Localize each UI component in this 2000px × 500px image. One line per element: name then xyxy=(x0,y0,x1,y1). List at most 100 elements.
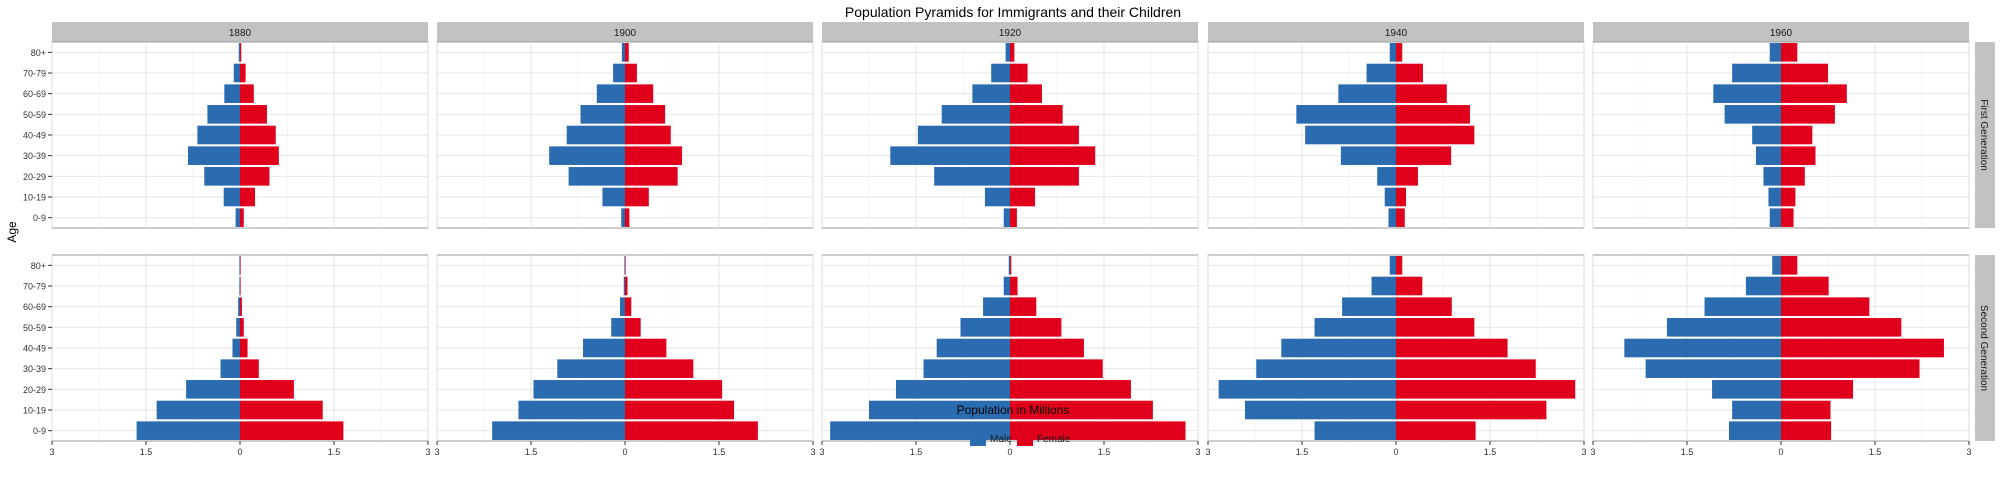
bar-male xyxy=(568,167,625,186)
x-tick-label: 1.5 xyxy=(910,447,923,457)
bar-female xyxy=(1010,187,1036,207)
bar-male xyxy=(596,84,625,103)
x-tick-label: 1.5 xyxy=(713,447,726,457)
bar-female xyxy=(625,84,654,103)
bar-female xyxy=(1396,338,1508,358)
bar-female xyxy=(1781,63,1828,83)
y-tick-label: 30-39 xyxy=(23,151,46,161)
bar-male xyxy=(960,318,1010,337)
bar-male xyxy=(1389,256,1396,275)
bar-male xyxy=(1624,338,1781,358)
bar-male xyxy=(613,63,625,83)
bar-male xyxy=(1712,380,1781,399)
bar-female xyxy=(1396,400,1547,420)
bar-male xyxy=(580,105,625,124)
bar-female xyxy=(1010,297,1037,316)
x-tick-label: 1.5 xyxy=(328,447,341,457)
bar-male xyxy=(1005,43,1010,62)
bar-female xyxy=(1010,318,1062,337)
x-tick-label: 0 xyxy=(237,447,242,457)
bar-female xyxy=(1781,167,1805,186)
facet-strip-right xyxy=(1975,42,1995,228)
x-tick-label: 3 xyxy=(810,447,815,457)
x-tick-label: 3 xyxy=(819,447,824,457)
bar-female xyxy=(1781,125,1813,145)
bar-male xyxy=(941,105,1010,124)
y-tick-label: 20-29 xyxy=(23,385,46,395)
bar-female xyxy=(625,421,758,440)
bar-male xyxy=(238,43,240,62)
bar-female xyxy=(240,187,256,207)
y-tick-label: 10-19 xyxy=(23,193,46,203)
x-tick-label: 0 xyxy=(1393,447,1398,457)
bar-male xyxy=(1728,421,1781,440)
bar-male xyxy=(1752,125,1781,145)
bar-male xyxy=(232,338,240,358)
bar-female xyxy=(240,125,276,145)
bar-female xyxy=(1396,421,1476,440)
x-tick-label: 1.5 xyxy=(1681,447,1694,457)
x-tick-label: 3 xyxy=(425,447,430,457)
bar-female xyxy=(1010,276,1018,296)
bar-female xyxy=(1010,421,1186,440)
bar-female xyxy=(1396,105,1470,124)
facet-label-year: 1920 xyxy=(999,28,1022,39)
bar-male xyxy=(602,187,625,207)
bar-male xyxy=(233,63,240,83)
bar-female xyxy=(240,105,267,124)
facet-strip-top xyxy=(1208,22,1584,42)
bar-female xyxy=(625,276,628,296)
facet-label-year: 1940 xyxy=(1385,28,1408,39)
bar-male xyxy=(1768,187,1781,207)
x-tick-label: 1.5 xyxy=(1296,447,1309,457)
bar-female xyxy=(1396,187,1407,207)
bar-male xyxy=(204,167,240,186)
bar-male xyxy=(1003,276,1010,296)
bar-male xyxy=(566,125,625,145)
bar-male xyxy=(1338,84,1396,103)
bar-female xyxy=(1396,84,1447,103)
bar-male xyxy=(869,400,1010,420)
bar-female xyxy=(625,338,667,358)
bar-male xyxy=(1389,43,1396,62)
bar-male xyxy=(1713,84,1781,103)
bar-female xyxy=(1781,421,1832,440)
bar-female xyxy=(1010,84,1042,103)
x-tick-label: 0 xyxy=(1778,447,1783,457)
bar-male xyxy=(136,421,240,440)
x-tick-label: 3 xyxy=(1195,447,1200,457)
bar-female xyxy=(625,146,683,165)
bar-female xyxy=(1396,380,1576,399)
bar-male xyxy=(621,43,625,62)
bar-female xyxy=(1010,338,1084,358)
bar-female xyxy=(1010,105,1063,124)
legend: Male Female xyxy=(970,430,1071,446)
bar-male xyxy=(223,187,240,207)
bar-female xyxy=(1010,400,1153,420)
bar-female xyxy=(240,146,279,165)
bar-male xyxy=(621,208,625,227)
bar-female xyxy=(1396,318,1475,337)
bar-female xyxy=(240,63,246,83)
bar-female xyxy=(1010,167,1079,186)
bar-female xyxy=(240,421,344,440)
bar-male xyxy=(830,421,1010,440)
y-axis-label: Age xyxy=(5,221,19,243)
bar-female xyxy=(1010,208,1017,227)
bar-female xyxy=(625,359,694,378)
bar-male xyxy=(1244,400,1396,420)
bar-female xyxy=(240,380,294,399)
bar-female xyxy=(625,63,637,83)
bar-male xyxy=(1772,256,1781,275)
bar-female xyxy=(1781,400,1831,420)
bar-female xyxy=(240,167,270,186)
x-tick-label: 1.5 xyxy=(1098,447,1111,457)
bar-male xyxy=(187,146,240,165)
bar-male xyxy=(1314,421,1396,440)
bar-female xyxy=(240,84,254,103)
bar-male xyxy=(1377,167,1396,186)
bar-female xyxy=(1396,276,1423,296)
y-tick-label: 60-69 xyxy=(23,89,46,99)
y-tick-label: 60-69 xyxy=(23,302,46,312)
y-tick-label: 20-29 xyxy=(23,172,46,182)
